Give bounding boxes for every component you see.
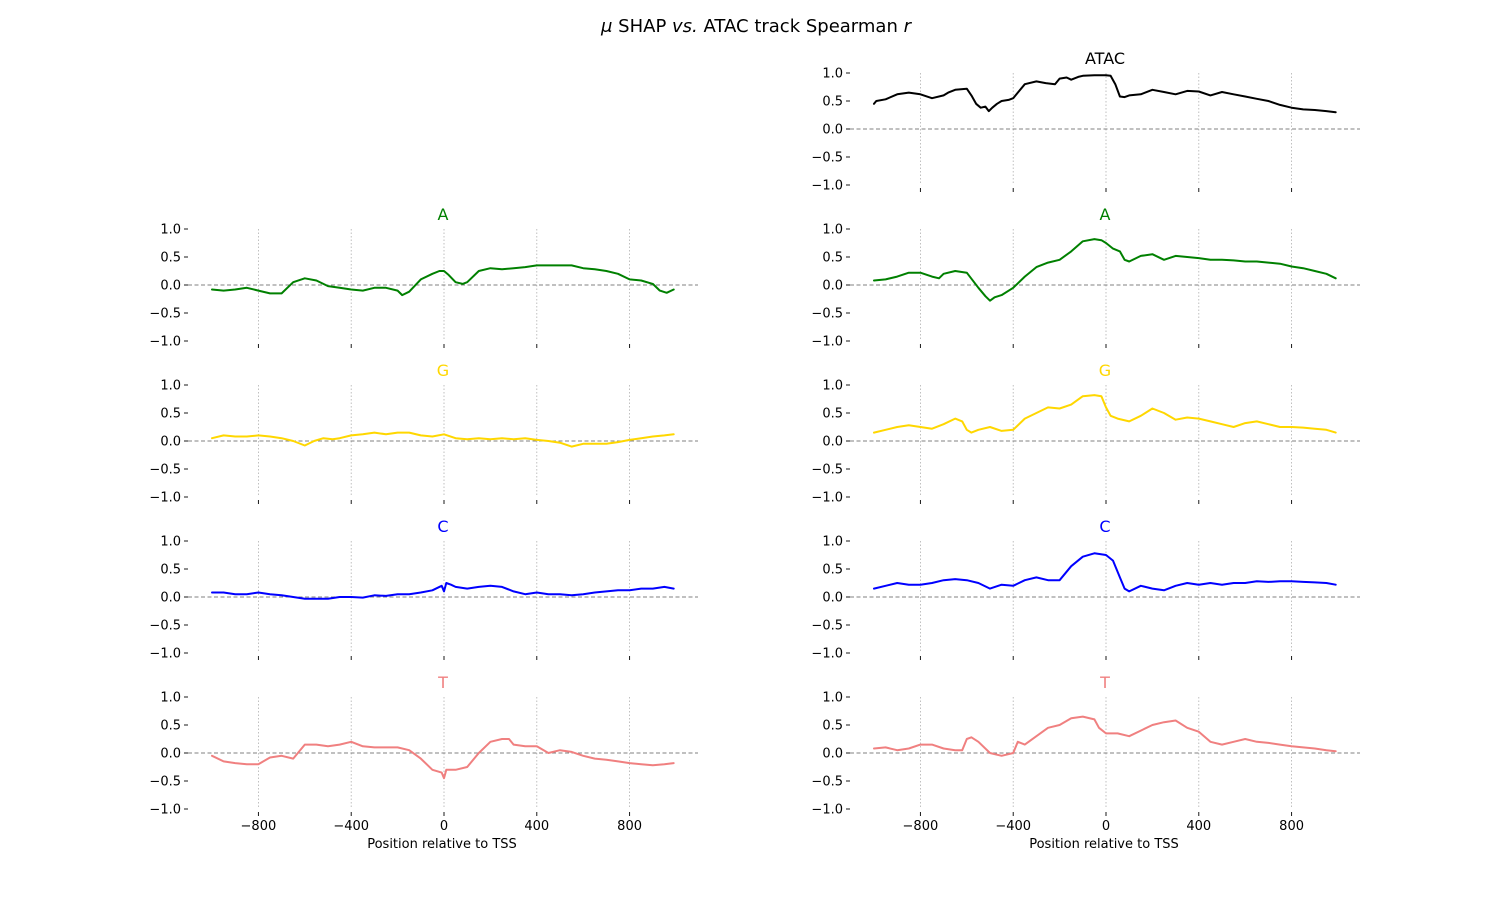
subplot-right-a-ytick-label: 1.0 — [822, 223, 843, 238]
subplot-right-t-xtick-label: −800 — [903, 819, 939, 834]
subplot-right-atac-ytick-label: −0.5 — [811, 151, 843, 166]
subplot-left-a-ytick-label: −1.0 — [149, 335, 181, 350]
subplot-left-a-ytick-label: 1.0 — [160, 223, 181, 238]
subplot-right-g-ytick-label: 1.0 — [822, 379, 843, 394]
subplot-right-t-series-line — [873, 715, 1337, 757]
subplot-right-t-ytick-label: 0.5 — [822, 719, 843, 734]
subplot-left-c: 1.0 0.5 0.0 −0.5 −1.0 C — [149, 517, 698, 662]
subplot-left-t-xtick-label: 400 — [524, 819, 549, 834]
subplot-left-c-ytick-label: 0.0 — [160, 591, 181, 606]
subplot-left-a-ytick-label: 0.5 — [160, 251, 181, 266]
subplot-left-c-series-line — [211, 582, 675, 600]
subplot-right-g-series-line — [873, 394, 1337, 434]
subplot-left-t-ytick-label: 1.0 — [160, 691, 181, 706]
subplot-right-a-ytick-label: 0.0 — [822, 279, 843, 294]
subplot-left-t-ytick-label: 0.5 — [160, 719, 181, 734]
subplot-right-g-ytick-label: −1.0 — [811, 491, 843, 506]
subplot-left-t-xtick-label: −400 — [333, 819, 369, 834]
subplot-right-t-xtick-label: 800 — [1279, 819, 1304, 834]
subplot-right-c-ytick-label: 0.0 — [822, 591, 843, 606]
subplot-right-g-ytick-label: −0.5 — [811, 463, 843, 478]
subplot-left-a-series-line — [211, 264, 675, 297]
subplot-right-a-ytick-label: −1.0 — [811, 335, 843, 350]
subplot-left-c-title: C — [437, 517, 448, 536]
subplot-right-atac-ytick-label: 0.0 — [822, 123, 843, 138]
subplot-right-t-ytick-label: 0.0 — [822, 747, 843, 762]
subplot-right-atac-ytick-label: 1.0 — [822, 67, 843, 82]
subplot-left-g-ytick-label: 0.0 — [160, 435, 181, 450]
subplot-left-a-ytick-label: 0.0 — [160, 279, 181, 294]
subplot-right-a-ytick-label: −0.5 — [811, 307, 843, 322]
subplot-right-atac-ytick-label: −1.0 — [811, 179, 843, 194]
subplot-left-t: 1.0 0.5 0.0 −0.5 −1.0 −800 −400 0 400 800 Position… — [149, 673, 698, 852]
subplot-left-a-title: A — [438, 205, 449, 224]
title-mid: ATAC track Spearman — [697, 16, 904, 37]
subplot-left-g-ytick-label: −1.0 — [149, 491, 181, 506]
subplot-right-c-ytick-label: 1.0 — [822, 535, 843, 550]
figure-title: μ SHAP vs. ATAC track Spearman r — [0, 16, 1512, 37]
subplot-right-a-series-line — [873, 238, 1337, 302]
subplot-right-atac-ytick-label: 0.5 — [822, 95, 843, 110]
subplot-left-c-ytick-label: −1.0 — [149, 647, 181, 662]
subplot-left-a: 1.0 0.5 0.0 −0.5 −1.0 A — [149, 205, 698, 350]
subplot-left-c-ytick-label: 1.0 — [160, 535, 181, 550]
title-vs: vs. — [672, 16, 698, 37]
subplot-left-t-xtick-label: 0 — [440, 819, 448, 834]
subplot-right-c-ytick-label: 0.5 — [822, 563, 843, 578]
title-mu: μ — [601, 16, 613, 37]
subplot-left-c-ytick-label: −0.5 — [149, 619, 181, 634]
subplot-right-t-ytick-label: 1.0 — [822, 691, 843, 706]
subplot-right-g-title: G — [1099, 361, 1111, 380]
subplot-right-t-xtick-label: −400 — [995, 819, 1031, 834]
subplot-right-t-ytick-label: −0.5 — [811, 775, 843, 790]
subplot-right-t-xtick-label: 400 — [1186, 819, 1211, 834]
subplot-left-t-series-line — [211, 738, 675, 780]
subplot-right-t-xtick-label: 0 — [1102, 819, 1110, 834]
subplot-right-g-ytick-label: 0.0 — [822, 435, 843, 450]
subplot-left-a-ytick-label: −0.5 — [149, 307, 181, 322]
title-shap: SHAP — [612, 16, 673, 37]
subplot-right-g-ytick-label: 0.5 — [822, 407, 843, 422]
subplot-right-c-ytick-label: −0.5 — [811, 619, 843, 634]
subplot-right-atac-series-line — [873, 74, 1337, 114]
title-r: r — [903, 16, 911, 37]
subplot-right-t-ytick-label: −1.0 — [811, 803, 843, 818]
subplot-left-g-ytick-label: 1.0 — [160, 379, 181, 394]
subplot-right-g: 1.0 0.5 0.0 −0.5 −1.0 G — [811, 361, 1360, 506]
subplot-right-atac: 1.0 0.5 0.0 −0.5 −1.0 ATAC — [811, 49, 1360, 194]
subplot-left-t-ytick-label: −1.0 — [149, 803, 181, 818]
subplot-left-g-ytick-label: 0.5 — [160, 407, 181, 422]
subplot-left-g-ytick-label: −0.5 — [149, 463, 181, 478]
subplot-left-g-series-line — [211, 431, 675, 448]
subplot-right-c: 1.0 0.5 0.0 −0.5 −1.0 C — [811, 517, 1360, 662]
subplot-right-c-ytick-label: −1.0 — [811, 647, 843, 662]
subplot-right-a: 1.0 0.5 0.0 −0.5 −1.0 A — [811, 205, 1360, 350]
subplot-left-t-title: T — [437, 673, 448, 692]
subplot-left-t-ytick-label: 0.0 — [160, 747, 181, 762]
subplot-right-c-title: C — [1099, 517, 1110, 536]
subplot-right-t: 1.0 0.5 0.0 −0.5 −1.0 −800 −400 0 400 800 Position… — [811, 673, 1360, 852]
subplot-left-g: 1.0 0.5 0.0 −0.5 −1.0 G — [149, 361, 698, 506]
subplot-right-t-xlabel: Position relative to TSS — [1029, 837, 1179, 852]
subplot-left-t-xlabel: Position relative to TSS — [367, 837, 517, 852]
subplot-right-c-series-line — [873, 552, 1337, 593]
subplot-left-t-ytick-label: −0.5 — [149, 775, 181, 790]
subplot-right-t-title: T — [1099, 673, 1110, 692]
subplot-right-a-title: A — [1100, 205, 1111, 224]
subplot-left-t-xtick-label: 800 — [617, 819, 642, 834]
subplot-left-t-xtick-label: −800 — [241, 819, 277, 834]
subplot-left-c-ytick-label: 0.5 — [160, 563, 181, 578]
subplot-left-g-title: G — [437, 361, 449, 380]
subplot-right-atac-title: ATAC — [1085, 49, 1125, 68]
subplot-right-a-ytick-label: 0.5 — [822, 251, 843, 266]
